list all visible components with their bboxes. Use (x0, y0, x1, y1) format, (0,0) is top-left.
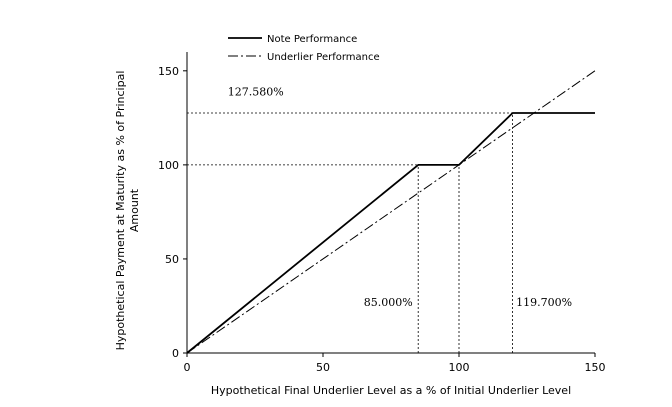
y-tick-label: 100 (158, 159, 179, 172)
x-tick-label: 0 (184, 361, 191, 374)
series-line-underlier-performance (186, 70, 596, 354)
annotation-label: 127.580% (228, 85, 284, 98)
legend-label: Note Performance (267, 34, 357, 45)
x-axis-label: Hypothetical Final Underlier Level as a … (211, 384, 571, 397)
x-tick-label: 50 (316, 361, 330, 374)
y-axis-label: Amount (128, 188, 141, 232)
annotation-label: 119.700% (516, 296, 572, 309)
y-tick-label: 50 (165, 253, 179, 266)
y-axis-label: Hypothetical Payment at Maturity as % of… (114, 71, 127, 351)
y-tick-label: 0 (172, 347, 179, 360)
x-tick-label: 150 (585, 361, 606, 374)
series-line-note-performance (186, 112, 595, 354)
y-tick-label: 150 (158, 65, 179, 78)
x-tick-label: 100 (449, 361, 470, 374)
annotation-label: 85.000% (364, 296, 413, 309)
legend-label: Underlier Performance (267, 52, 380, 63)
